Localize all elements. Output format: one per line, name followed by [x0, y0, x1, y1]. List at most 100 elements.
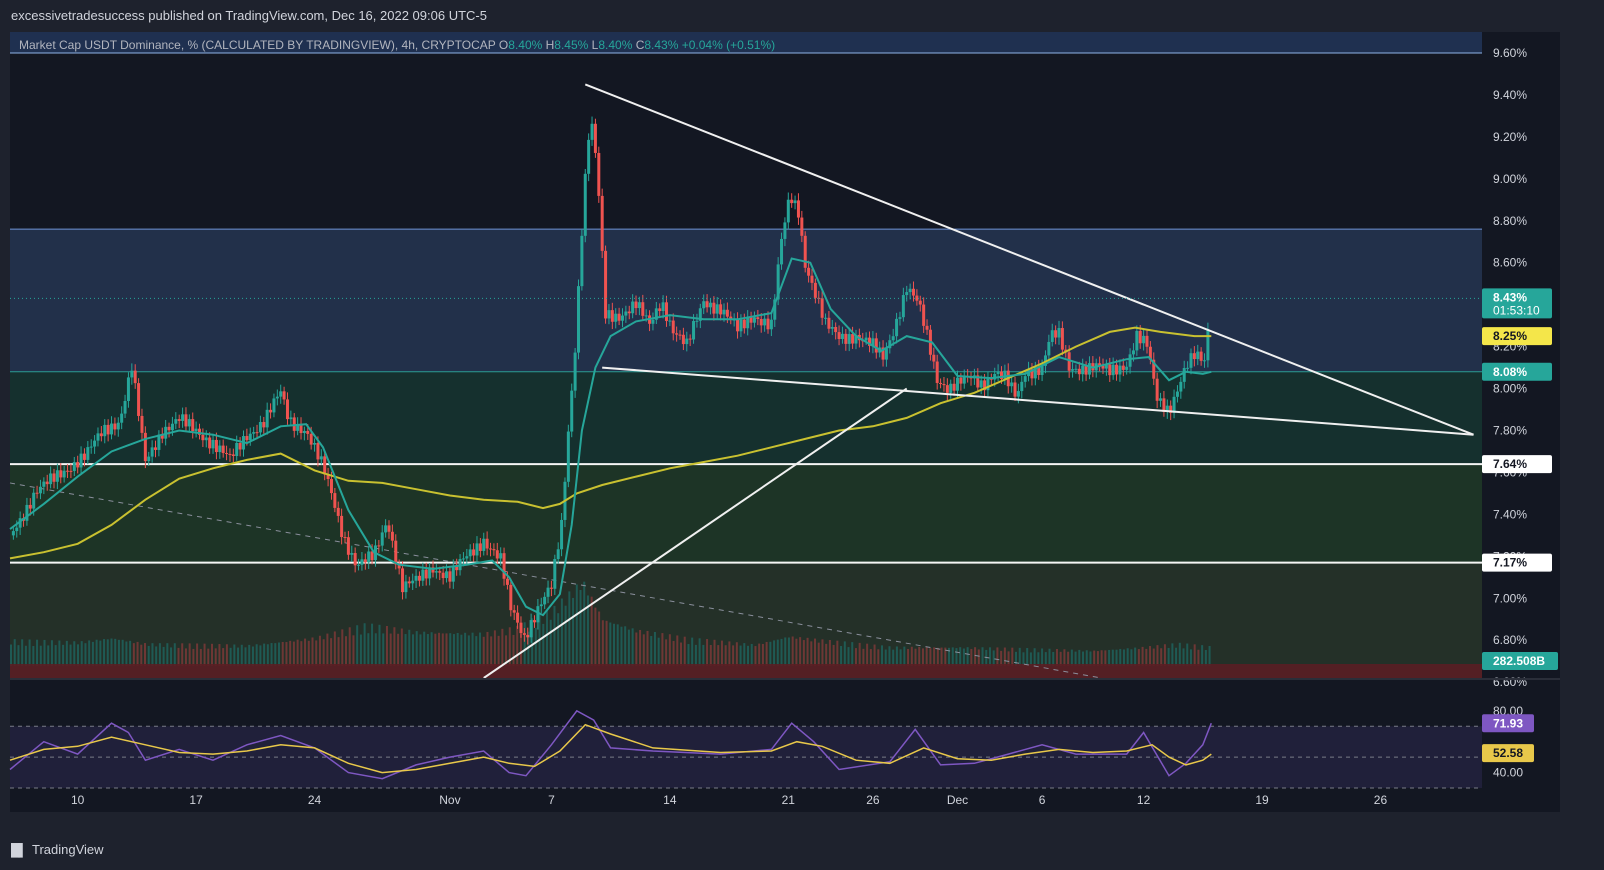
candle-body — [560, 519, 564, 550]
rsi-label-rsi_ma — [1482, 744, 1534, 763]
volume-bar — [17, 645, 20, 666]
candle-body — [705, 301, 709, 308]
candle-body — [275, 396, 279, 399]
volume-bar — [1055, 648, 1058, 666]
x-tick-label: 10 — [71, 793, 85, 807]
candle-body — [472, 549, 476, 556]
volume-bar — [248, 644, 251, 666]
candle-body — [529, 620, 533, 638]
volume-bar — [828, 639, 831, 666]
candle-body — [641, 302, 645, 316]
candle-body — [397, 564, 401, 569]
candle-body — [380, 532, 384, 546]
candle-body — [874, 338, 878, 353]
candle-body — [759, 318, 763, 326]
volume-bar — [423, 631, 426, 666]
volume-bar — [218, 644, 221, 666]
candle-body — [35, 492, 39, 494]
volume-bar — [211, 643, 214, 666]
volume-bar — [341, 629, 344, 666]
candle-body — [800, 217, 804, 236]
zone-mid — [10, 371, 1482, 465]
volume-bar — [117, 639, 120, 666]
volume-bar — [393, 627, 396, 666]
volume-bar — [371, 623, 374, 666]
candle-body — [681, 334, 685, 345]
candle-body — [769, 319, 773, 330]
volume-bar — [1204, 650, 1207, 666]
brand-label: TradingView — [32, 842, 104, 857]
volume-bar — [166, 643, 169, 666]
volume-bar — [534, 627, 537, 666]
candle-body — [685, 338, 689, 345]
x-tick-label: 19 — [1255, 793, 1269, 807]
candle-body — [1169, 405, 1173, 413]
candle-body — [536, 606, 540, 623]
volume-bar — [735, 642, 738, 666]
candle-body — [949, 383, 953, 393]
volume-bar — [158, 643, 161, 666]
candle-body — [306, 430, 310, 434]
candle-body — [932, 354, 936, 362]
candle-body — [411, 580, 415, 584]
volume-bar — [780, 638, 783, 666]
candle-body — [313, 443, 317, 445]
candle-body — [688, 338, 692, 340]
volume-bar — [1149, 646, 1152, 666]
candle-body — [279, 391, 283, 397]
candle-body — [157, 434, 161, 450]
candle-body — [93, 440, 97, 447]
volume-bar — [285, 642, 288, 666]
candle-body — [292, 417, 296, 431]
candle-body — [495, 550, 499, 559]
volume-bar — [378, 624, 381, 666]
volume-bar — [47, 645, 50, 666]
rsi-label-text: 71.93 — [1493, 716, 1523, 730]
y-tick-label: 7.40% — [1493, 507, 1527, 521]
volume-bar — [1167, 647, 1170, 666]
candle-body — [76, 462, 80, 468]
volume-bar — [132, 643, 135, 666]
volume-bar — [222, 648, 225, 666]
candle-body — [1077, 368, 1081, 375]
candle-body — [130, 370, 134, 378]
candle-body — [942, 384, 946, 386]
candle-body — [790, 199, 794, 204]
candle-body — [218, 445, 222, 453]
candle-body — [407, 581, 411, 584]
volume-bar — [475, 636, 478, 666]
volume-bar — [13, 639, 16, 666]
candle-body — [69, 470, 73, 472]
volume-bar — [672, 640, 675, 666]
volume-bar — [181, 643, 184, 666]
candle-body — [884, 348, 888, 360]
candle-body — [983, 380, 987, 391]
volume-bar — [1041, 648, 1044, 666]
candle-body — [258, 422, 262, 433]
candle-body — [11, 531, 15, 536]
candle-body — [1135, 330, 1139, 351]
volume-bar — [992, 650, 995, 666]
volume-bar — [869, 649, 872, 666]
volume-bar — [88, 640, 91, 666]
candle-body — [478, 543, 482, 551]
candle-body — [736, 319, 740, 332]
volume-bar — [955, 648, 958, 666]
volume-bar — [1156, 645, 1159, 666]
candle-body — [45, 481, 49, 485]
volume-bar — [836, 640, 839, 666]
volume-bar — [1093, 650, 1096, 666]
volume-bar — [259, 645, 262, 666]
tradingview-brand[interactable]: █▌ TradingView — [11, 842, 104, 857]
volume-bar — [43, 639, 46, 666]
volume-bar — [653, 631, 656, 666]
candle-body — [864, 337, 868, 341]
candle-body — [1148, 346, 1152, 360]
candle-body — [99, 433, 103, 437]
candle-body — [120, 413, 124, 423]
candle-body — [725, 309, 729, 317]
candle-body — [505, 578, 509, 585]
trendline-3 — [483, 387, 908, 679]
candle-body — [269, 409, 273, 413]
